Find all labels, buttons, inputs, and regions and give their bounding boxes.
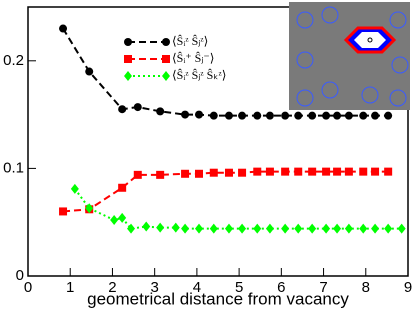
data-point xyxy=(308,111,317,120)
data-point xyxy=(238,111,247,120)
legend-marker xyxy=(124,38,132,46)
data-point xyxy=(265,167,274,176)
data-point xyxy=(253,223,262,234)
data-point xyxy=(118,183,127,192)
x-axis-label: geometrical distance from vacancy xyxy=(87,289,349,308)
data-point xyxy=(384,223,393,234)
data-point xyxy=(308,223,317,234)
data-point xyxy=(265,111,274,120)
x-tick-label: 9 xyxy=(404,279,412,296)
legend-label: ⟨Ŝᵢᶻ Ŝⱼᶻ⟩ xyxy=(172,34,208,48)
data-point xyxy=(359,223,368,234)
inset-lattice xyxy=(296,6,409,107)
data-point xyxy=(265,223,274,234)
data-point xyxy=(209,111,218,120)
legend-marker xyxy=(124,55,132,63)
y-tick-label: 0.2 xyxy=(3,52,24,69)
data-point xyxy=(195,110,203,119)
data-point xyxy=(281,223,290,234)
legend-marker xyxy=(124,71,132,81)
data-point xyxy=(371,111,380,120)
data-point xyxy=(359,167,368,176)
legend-marker xyxy=(162,71,170,81)
data-point xyxy=(156,170,165,179)
data-point xyxy=(209,168,218,177)
data-point xyxy=(371,167,380,176)
data-point xyxy=(333,167,342,176)
data-point xyxy=(344,111,353,120)
legend-label: ⟨Ŝᵢ⁺ Ŝⱼ⁻⟩ xyxy=(172,51,214,65)
data-point xyxy=(294,223,303,234)
x-tick-label: 5 xyxy=(235,279,243,296)
data-point xyxy=(224,223,233,234)
series-line xyxy=(62,170,389,213)
data-point xyxy=(195,223,203,234)
data-point xyxy=(359,111,368,120)
plot-frame xyxy=(27,6,409,277)
data-point xyxy=(156,222,165,233)
x-tick-label: 2 xyxy=(108,279,116,296)
data-point xyxy=(253,111,262,120)
x-tick-label: 8 xyxy=(362,279,370,296)
data-point xyxy=(322,167,331,176)
data-point xyxy=(195,169,203,178)
data-point xyxy=(344,223,353,234)
inset-center xyxy=(367,37,373,43)
inset-background xyxy=(289,2,410,110)
data-point xyxy=(333,223,342,234)
data-point xyxy=(127,223,136,234)
data-point xyxy=(156,107,165,116)
y-tick-label: 0.1 xyxy=(3,159,24,176)
inset-vacancy xyxy=(354,32,386,48)
data-point xyxy=(59,207,68,216)
data-point xyxy=(281,111,290,120)
data-point xyxy=(181,110,190,119)
data-point xyxy=(133,170,142,179)
data-point xyxy=(238,168,247,177)
x-tick-label: 7 xyxy=(319,279,327,296)
data-point xyxy=(397,223,406,234)
data-point xyxy=(322,223,331,234)
data-point xyxy=(238,223,247,234)
data-point xyxy=(85,203,94,214)
data-point xyxy=(118,105,127,114)
data-point xyxy=(322,111,331,120)
data-point xyxy=(181,223,190,234)
x-tick-label: 4 xyxy=(193,279,201,296)
x-tick-label: 6 xyxy=(277,279,285,296)
x-tick-label: 1 xyxy=(66,279,74,296)
data-point xyxy=(384,111,393,120)
data-point xyxy=(171,222,180,233)
data-point xyxy=(133,103,142,112)
data-point xyxy=(281,167,290,176)
data-point xyxy=(70,183,79,194)
y-tick-label: 0 xyxy=(16,267,24,284)
data-point xyxy=(294,167,303,176)
data-point xyxy=(384,167,393,176)
data-point xyxy=(224,111,233,120)
legend-marker xyxy=(162,55,170,63)
legend-label: ⟨Ŝᵢᶻ Ŝⱼᶻ Ŝₖᶻ⟩ xyxy=(172,68,226,82)
x-tick-label: 0 xyxy=(24,279,32,296)
data-point xyxy=(118,212,127,223)
data-point xyxy=(85,67,94,76)
data-point xyxy=(59,24,68,33)
inset-image xyxy=(289,2,410,110)
data-point xyxy=(333,111,342,120)
series-line xyxy=(74,188,402,230)
data-point xyxy=(224,168,233,177)
data-point xyxy=(142,221,151,232)
data-point xyxy=(308,167,317,176)
data-point xyxy=(294,111,303,120)
data-point xyxy=(253,167,262,176)
x-tick-label: 3 xyxy=(150,279,158,296)
data-point xyxy=(344,167,353,176)
data-point xyxy=(209,223,218,234)
data-point xyxy=(371,223,380,234)
legend-marker xyxy=(162,38,170,46)
data-point xyxy=(110,215,119,226)
data-point xyxy=(181,169,190,178)
